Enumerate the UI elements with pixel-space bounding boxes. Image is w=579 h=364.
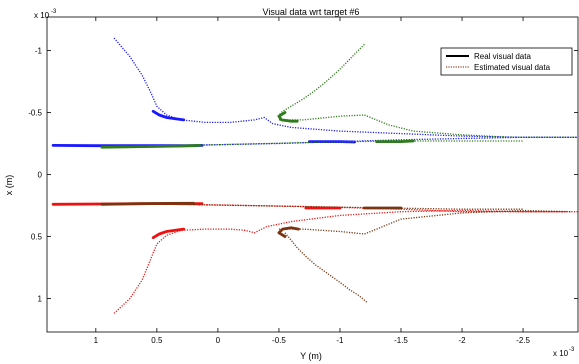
x-tick-label-7: -2.5 (516, 336, 530, 345)
y-tick-label-4: 1 (38, 295, 43, 304)
y-tick-label-3: 0.5 (31, 233, 43, 242)
series-red-dotted-11 (113, 209, 578, 314)
y-tick-label-2: 0 (38, 171, 43, 180)
x-tick-label-1: 0.5 (151, 336, 163, 345)
x-tick-label-4: -1 (336, 336, 344, 345)
x-tick-label-3: -0.5 (272, 336, 286, 345)
y-tick-label-0: -1 (35, 46, 43, 55)
x-tick-label-6: -2 (458, 336, 466, 345)
legend-estimated-label: Estimated visual data (474, 63, 551, 72)
legend: Real visual data Estimated visual data (440, 47, 573, 76)
legend-real-label: Real visual data (474, 52, 531, 61)
series-blue-solid-1 (151, 109, 186, 122)
chart-title: Visual data wrt target #6 (263, 7, 360, 17)
y-axis-label: x (m) (4, 175, 14, 196)
x-axis-exponent: x 10 -3 (553, 347, 575, 358)
series-brown-dotted-21 (107, 202, 524, 210)
series-blue-dotted-0 (113, 37, 578, 138)
x-tick-label-5: -1.5 (394, 336, 408, 345)
x-exponent-power: -3 (569, 347, 575, 353)
series-green-solid-7 (277, 111, 299, 123)
series-green-dotted-10 (107, 140, 524, 148)
y-exponent-power: -3 (51, 9, 57, 15)
x-tick-label-2: 0 (216, 336, 221, 345)
series-brown-solid-18 (277, 226, 300, 238)
series-red-solid-12 (151, 227, 186, 240)
x-tick-label-0: 1 (94, 336, 99, 345)
series-brown-dotted-17 (278, 209, 572, 235)
legend-box (440, 47, 573, 76)
y-tick-label-1: -0.5 (28, 108, 42, 117)
y-axis-exponent: x 10 -3 (34, 9, 57, 20)
y-exponent-base: x 10 (34, 11, 50, 20)
series-brown-dotted-16 (284, 232, 368, 303)
x-exponent-base: x 10 (553, 349, 569, 358)
x-axis-label: Y (m) (300, 351, 322, 361)
